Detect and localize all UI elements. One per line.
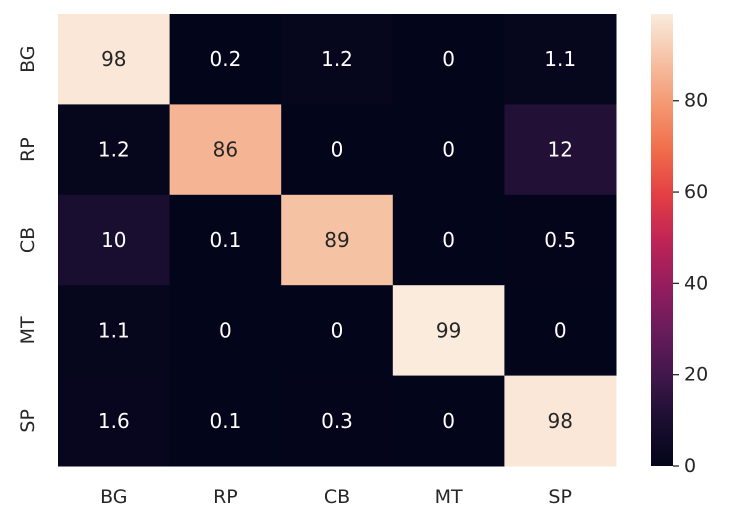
cell-value-label: 0 — [442, 228, 455, 252]
heatmap-cell-RP-MT — [392, 104, 505, 196]
x-axis-ticks: BG RP CB MT SP — [100, 486, 572, 508]
heatmap-cell-MT-BG — [58, 285, 171, 377]
y-tick-label: MT — [17, 316, 39, 344]
cell-value-label: 0.1 — [209, 409, 241, 433]
y-tick-label: CB — [17, 227, 39, 253]
cell-value-label: 0 — [442, 138, 455, 162]
cell-value-label: 0 — [331, 138, 344, 162]
cell-value-label: 0 — [219, 318, 232, 342]
cell-value-label: 0 — [331, 318, 344, 342]
cell-value-label: 0 — [442, 409, 455, 433]
colorbar-tick-label: 40 — [684, 272, 708, 294]
heatmap-cells — [58, 14, 617, 467]
y-tick-label: SP — [17, 409, 39, 433]
colorbar: 0 20 40 60 80 — [651, 14, 708, 477]
x-tick-label: SP — [548, 486, 572, 508]
heatmap-cell-CB-SP — [504, 194, 617, 286]
x-tick-label: MT — [435, 486, 463, 508]
heatmap-cell-BG-MT — [392, 14, 505, 105]
heatmap-cell-RP-RP — [169, 104, 282, 196]
cell-value-label: 1.6 — [98, 409, 130, 433]
cell-value-label: 86 — [213, 138, 238, 162]
heatmap-cell-MT-RP — [169, 285, 282, 377]
y-axis-ticks: BG RP CB MT SP — [17, 45, 39, 432]
cell-value-label: 89 — [324, 228, 349, 252]
cell-value-label: 0.1 — [209, 228, 241, 252]
heatmap-cell-SP-CB — [281, 375, 394, 467]
cell-value-label: 0 — [554, 318, 567, 342]
heatmap-cell-MT-CB — [281, 285, 394, 377]
cell-value-label: 98 — [101, 47, 126, 71]
cell-value-label: 0.3 — [321, 409, 353, 433]
x-tick-label: CB — [324, 486, 350, 508]
heatmap-cell-BG-BG — [58, 14, 171, 105]
heatmap-cell-SP-MT — [392, 375, 505, 467]
heatmap-cell-CB-MT — [392, 194, 505, 286]
heatmap-cell-MT-MT — [392, 285, 505, 377]
heatmap-cell-BG-RP — [169, 14, 282, 105]
cell-value-label: 0 — [442, 47, 455, 71]
heatmap-cell-BG-CB — [281, 14, 394, 105]
heatmap-cell-RP-BG — [58, 104, 171, 196]
heatmap-cell-CB-RP — [169, 194, 282, 286]
heatmap-cell-labels: 98 0.2 1.2 0 1.1 1.2 86 0 0 12 10 0.1 89 0 0.5 1.1 0 0 99 0… — [98, 47, 576, 433]
cell-value-label: 0.2 — [209, 47, 241, 71]
heatmap-cell-MT-SP — [504, 285, 617, 377]
colorbar-gradient — [651, 14, 673, 466]
colorbar-tick-label: 0 — [684, 455, 696, 477]
heatmap-cell-SP-RP — [169, 375, 282, 467]
heatmap-cell-RP-SP — [504, 104, 617, 196]
colorbar-tick-label: 20 — [684, 364, 708, 386]
heatmap-cell-SP-SP — [504, 375, 617, 467]
x-tick-label: BG — [100, 486, 127, 508]
heatmap-cell-RP-CB — [281, 104, 394, 196]
y-tick-label: RP — [17, 137, 39, 162]
cell-value-label: 1.1 — [544, 47, 576, 71]
cell-value-label: 98 — [547, 409, 572, 433]
cell-value-label: 12 — [547, 138, 572, 162]
cell-value-label: 1.1 — [98, 318, 130, 342]
cell-value-label: 99 — [436, 318, 461, 342]
heatmap-cell-CB-BG — [58, 194, 171, 286]
cell-value-label: 1.2 — [321, 47, 353, 71]
colorbar-tick-label: 80 — [684, 90, 708, 112]
colorbar-tick-label: 60 — [684, 181, 708, 203]
x-tick-label: RP — [213, 486, 238, 508]
heatmap-cell-BG-SP — [504, 14, 617, 105]
y-tick-label: BG — [17, 45, 39, 72]
cell-value-label: 10 — [101, 228, 126, 252]
cell-value-label: 0.5 — [544, 228, 576, 252]
cell-value-label: 1.2 — [98, 138, 130, 162]
heatmap-cell-SP-BG — [58, 375, 171, 467]
heatmap-cell-CB-CB — [281, 194, 394, 286]
